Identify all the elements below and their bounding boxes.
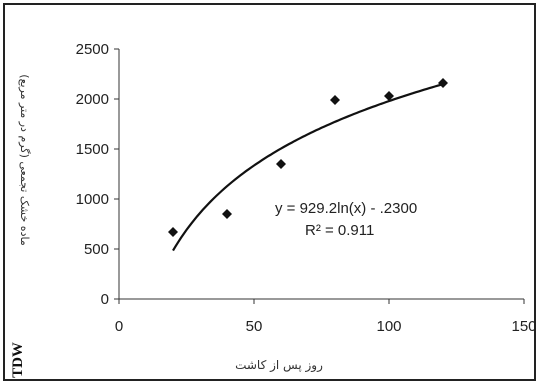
data-points — [168, 78, 448, 237]
trendline — [172, 83, 444, 252]
data-point — [276, 159, 286, 169]
data-point — [330, 95, 340, 105]
data-point — [168, 227, 178, 237]
x-axis-label: روز پس از کاشت — [235, 358, 323, 373]
trend-equation: y = 929.2ln(x) - .2300 — [275, 200, 417, 217]
y-tick-label: 500 — [84, 241, 109, 258]
x-tick-label: 100 — [376, 318, 401, 335]
y-axis-label-abbr: TDW — [10, 342, 26, 378]
y-tick-label: 2000 — [76, 91, 109, 108]
tick-labels: 0 500 1000 1500 2000 2500 0 50 100 150 — [76, 41, 534, 335]
y-tick-label: 1500 — [76, 141, 109, 158]
y-tick-label: 2500 — [76, 41, 109, 58]
x-tick-label: 50 — [246, 318, 263, 335]
y-tick-label: 1000 — [76, 191, 109, 208]
r-squared: R² = 0.911 — [305, 222, 374, 239]
scatter-chart: 0 500 1000 1500 2000 2500 0 50 100 150 y = 929.2l… — [10, 41, 534, 378]
data-point — [222, 209, 232, 219]
data-point — [438, 78, 448, 88]
data-point — [384, 91, 394, 101]
y-axis-label: ماده خشک تجمعی (گرم در متر مربع) — [18, 74, 31, 246]
chart-frame: 0 500 1000 1500 2000 2500 0 50 100 150 y = 929.2l… — [3, 3, 536, 381]
axes — [114, 48, 525, 304]
x-tick-label: 0 — [115, 318, 123, 335]
y-tick-label: 0 — [101, 291, 109, 308]
x-tick-label: 150 — [511, 318, 534, 335]
